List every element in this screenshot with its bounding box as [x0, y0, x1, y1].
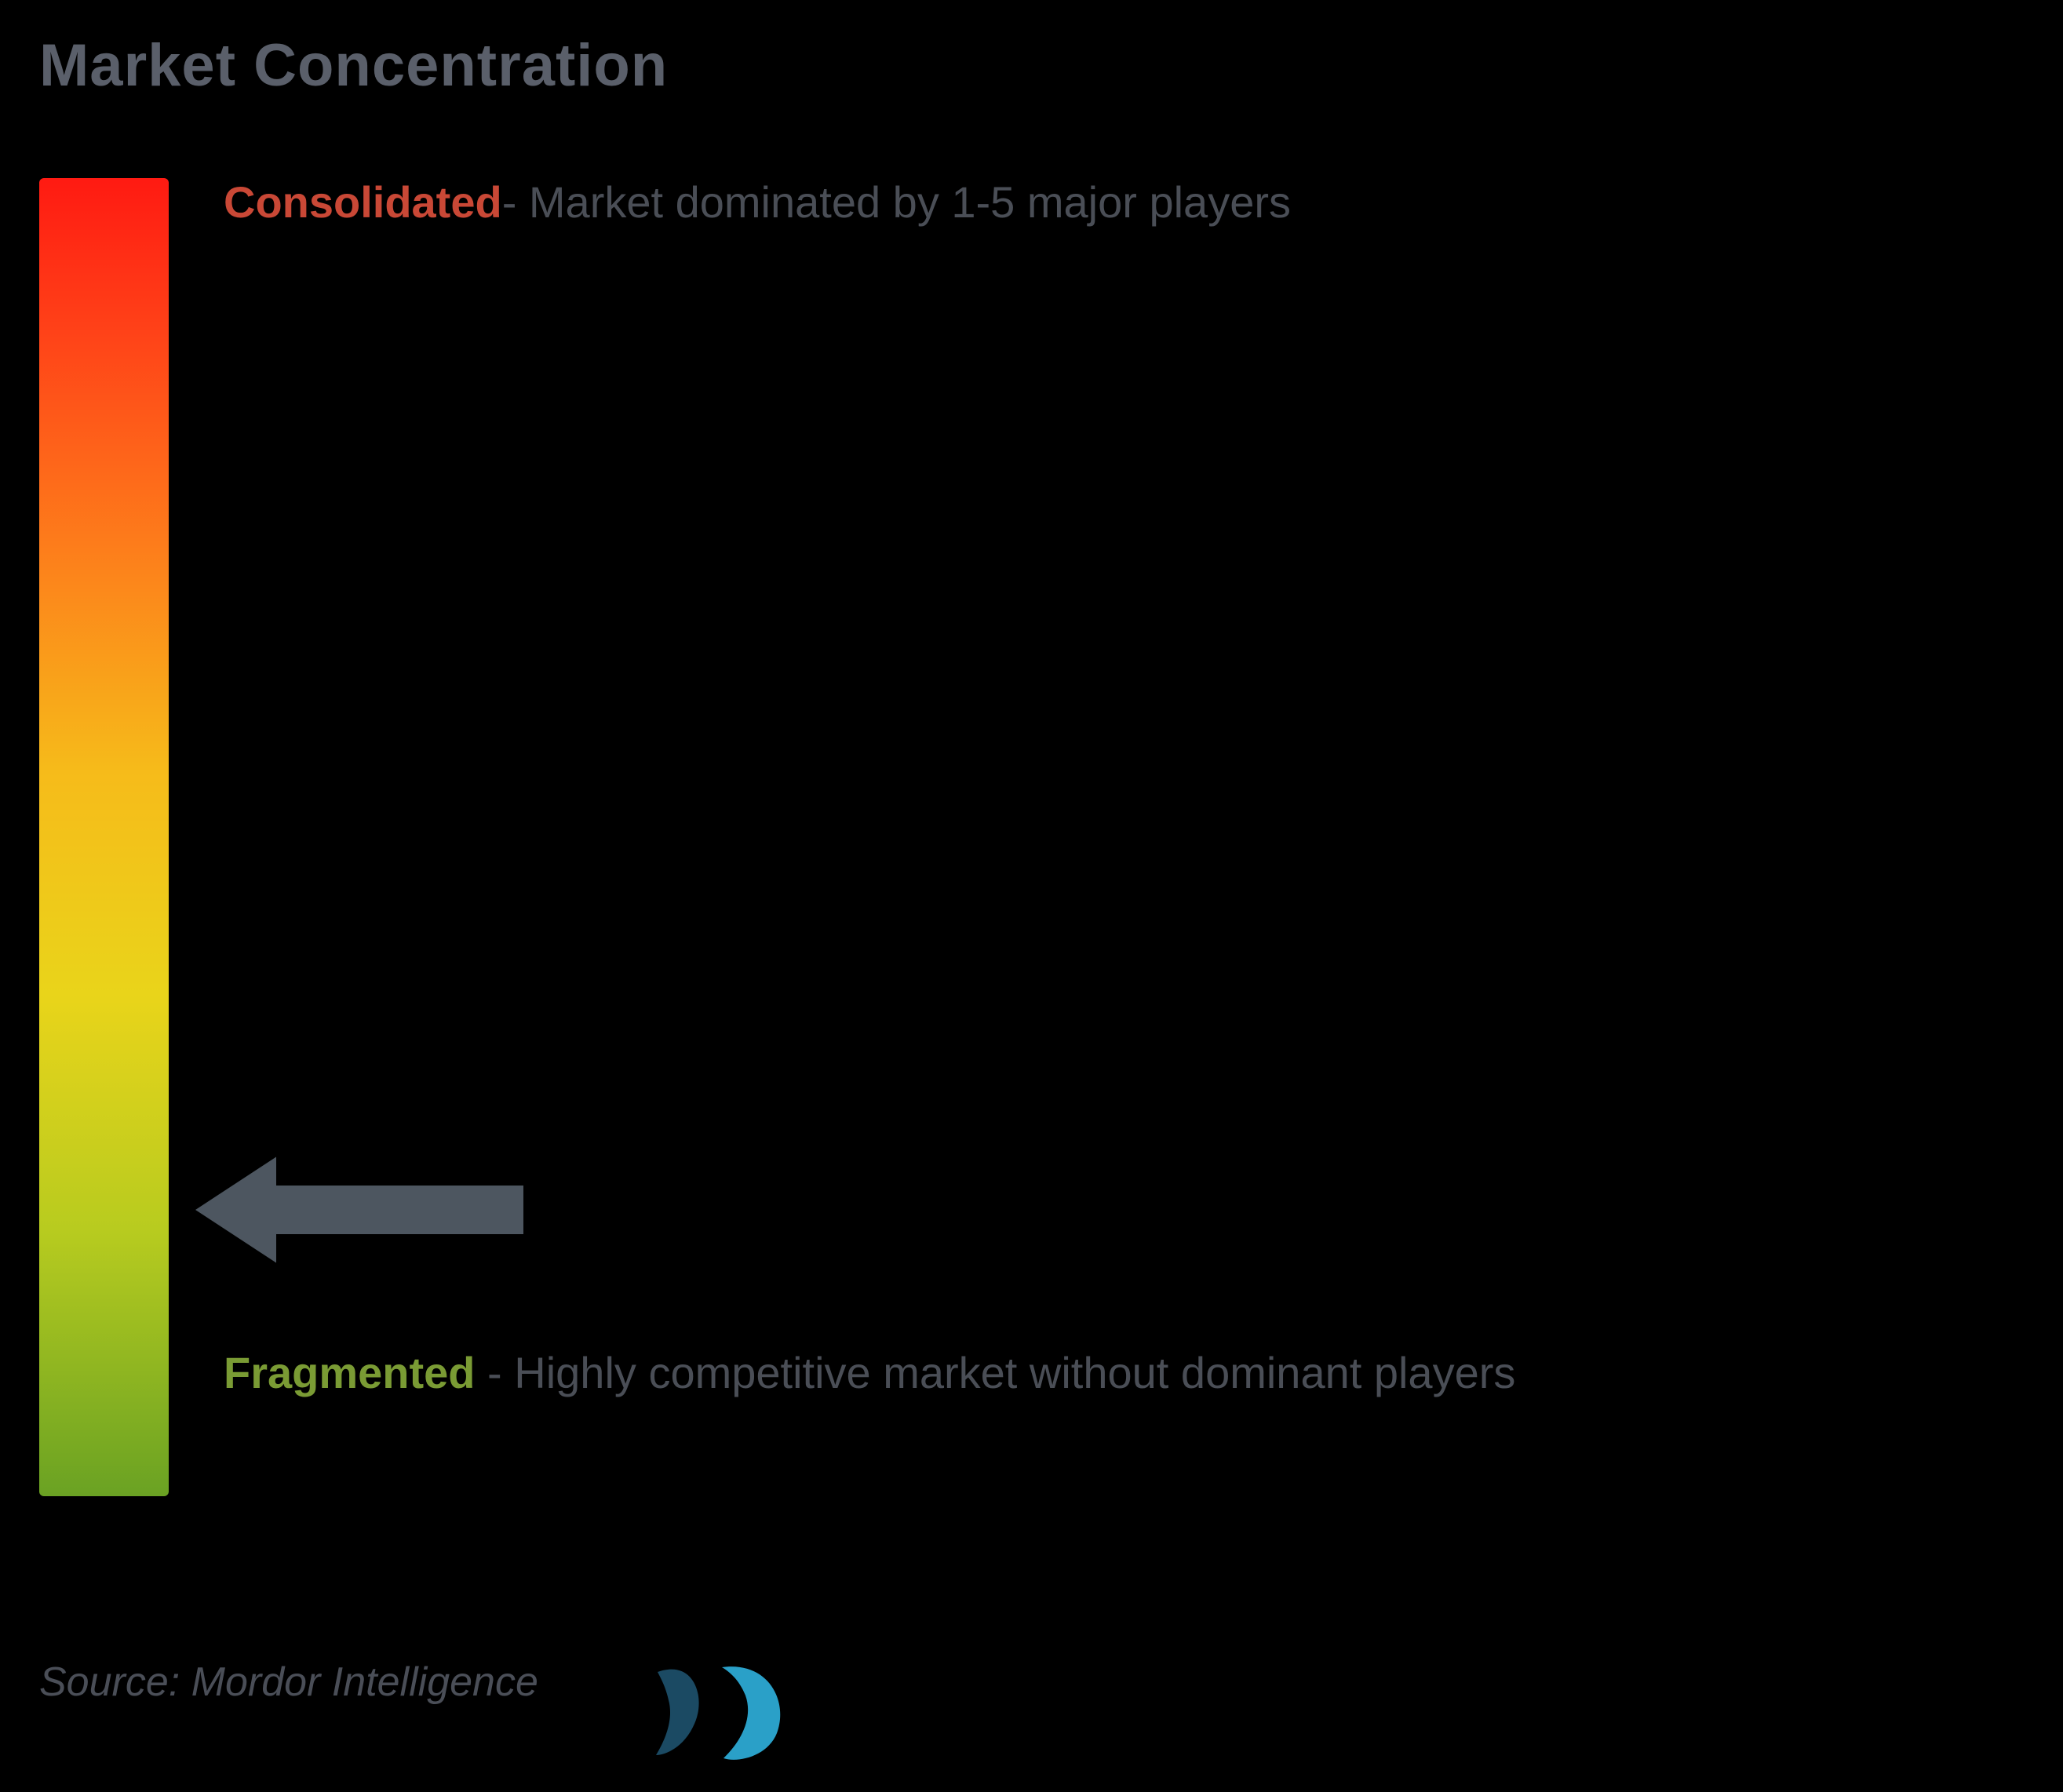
consolidated-description: - Market dominated by 1-5 major players — [502, 177, 1291, 227]
concentration-gradient-bar — [39, 178, 169, 1496]
chart-area: Consolidated- Market dominated by 1-5 ma… — [39, 178, 2024, 1496]
fragmented-highlight: Fragmented — [224, 1348, 476, 1397]
indicator-arrow — [194, 1155, 531, 1265]
mordor-logo-icon — [651, 1663, 793, 1765]
consolidated-label: Consolidated- Market dominated by 1-5 ma… — [224, 170, 1291, 234]
left-arrow-icon — [194, 1155, 531, 1265]
page-title: Market Concentration — [39, 31, 2024, 100]
mordor-logo — [651, 1663, 793, 1768]
labels-column: Consolidated- Market dominated by 1-5 ma… — [224, 178, 2024, 1496]
source-attribution: Source: Mordor Intelligence — [39, 1659, 538, 1706]
fragmented-description: - Highly competitive market without domi… — [476, 1348, 1516, 1397]
consolidated-highlight: Consolidated — [224, 177, 502, 227]
fragmented-label: Fragmented - Highly competitive market w… — [224, 1339, 1672, 1408]
